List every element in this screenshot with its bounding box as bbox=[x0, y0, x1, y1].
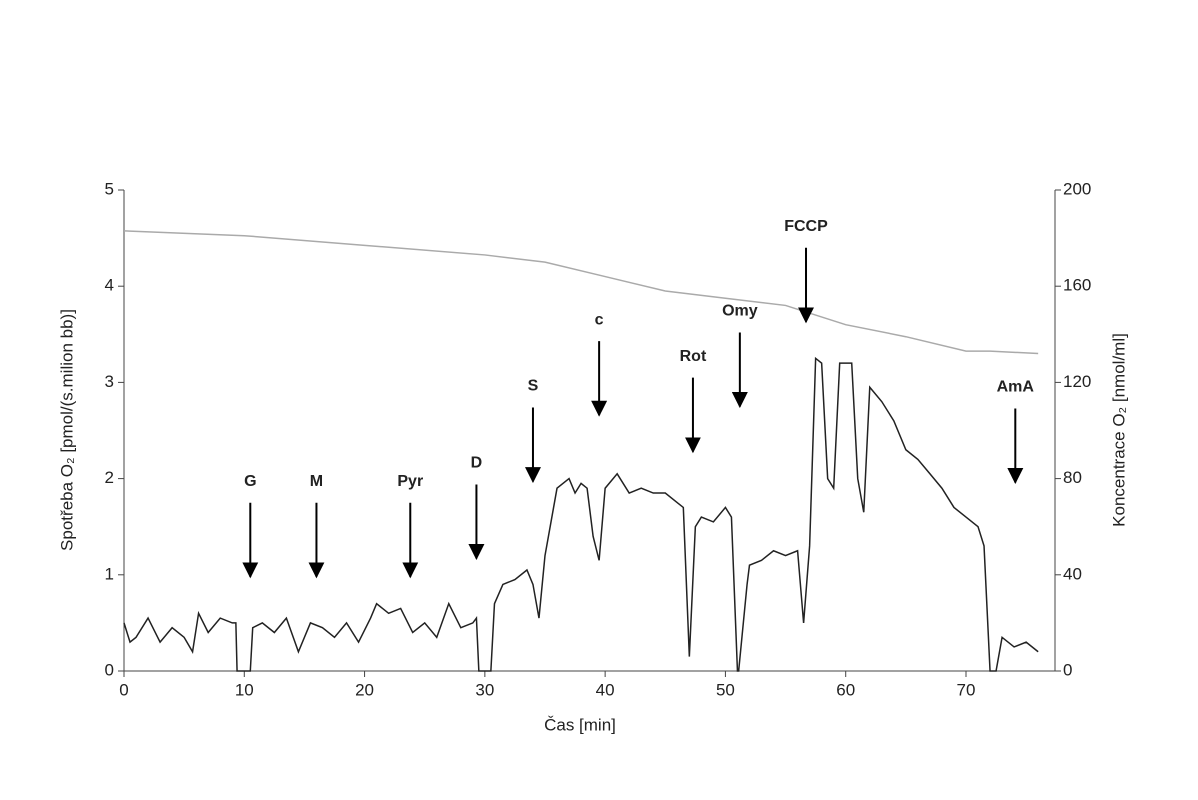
y2-tick-label: 200 bbox=[1063, 179, 1091, 198]
x-tick-label: 20 bbox=[355, 680, 374, 699]
annotation-label: c bbox=[595, 311, 604, 328]
annotation-label: M bbox=[310, 473, 323, 490]
data-line bbox=[123, 356, 1039, 672]
x-tick-label: 30 bbox=[475, 680, 494, 699]
annotation-label: FCCP bbox=[784, 218, 828, 235]
annotation-label: D bbox=[471, 455, 483, 472]
y2-tick-label: 0 bbox=[1063, 660, 1072, 679]
annotation-label: Rot bbox=[680, 348, 707, 365]
data-line bbox=[123, 230, 1039, 355]
y2-tick-label: 80 bbox=[1063, 468, 1082, 487]
annotation-label: G bbox=[244, 473, 256, 490]
y-tick-label: 0 bbox=[105, 660, 114, 679]
x-axis-label: Čas [min] bbox=[544, 715, 616, 734]
annotation-label: Omy bbox=[722, 303, 758, 320]
x-tick-label: 10 bbox=[235, 680, 254, 699]
y2-axis-label: Koncentrace O₂ [nmol/ml] bbox=[1109, 333, 1128, 527]
y-tick-label: 4 bbox=[105, 276, 114, 295]
y2-tick-label: 120 bbox=[1063, 372, 1091, 391]
x-tick-label: 60 bbox=[836, 680, 855, 699]
y-tick-label: 1 bbox=[105, 564, 114, 583]
y2-tick-label: 40 bbox=[1063, 564, 1082, 583]
x-tick-label: 70 bbox=[957, 680, 976, 699]
x-tick-label: 0 bbox=[119, 680, 128, 699]
y2-tick-label: 160 bbox=[1063, 276, 1091, 295]
x-tick-label: 40 bbox=[596, 680, 615, 699]
annotation-label: S bbox=[528, 378, 539, 395]
annotation-label: AmA bbox=[997, 379, 1035, 396]
y-tick-label: 5 bbox=[105, 179, 114, 198]
y-tick-label: 3 bbox=[105, 372, 114, 391]
y-tick-label: 2 bbox=[105, 468, 114, 487]
annotation-label: Pyr bbox=[397, 473, 423, 490]
x-tick-label: 50 bbox=[716, 680, 735, 699]
y-axis-label: Spotřeba O₂ [pmol/(s.milion bb)] bbox=[57, 309, 76, 551]
